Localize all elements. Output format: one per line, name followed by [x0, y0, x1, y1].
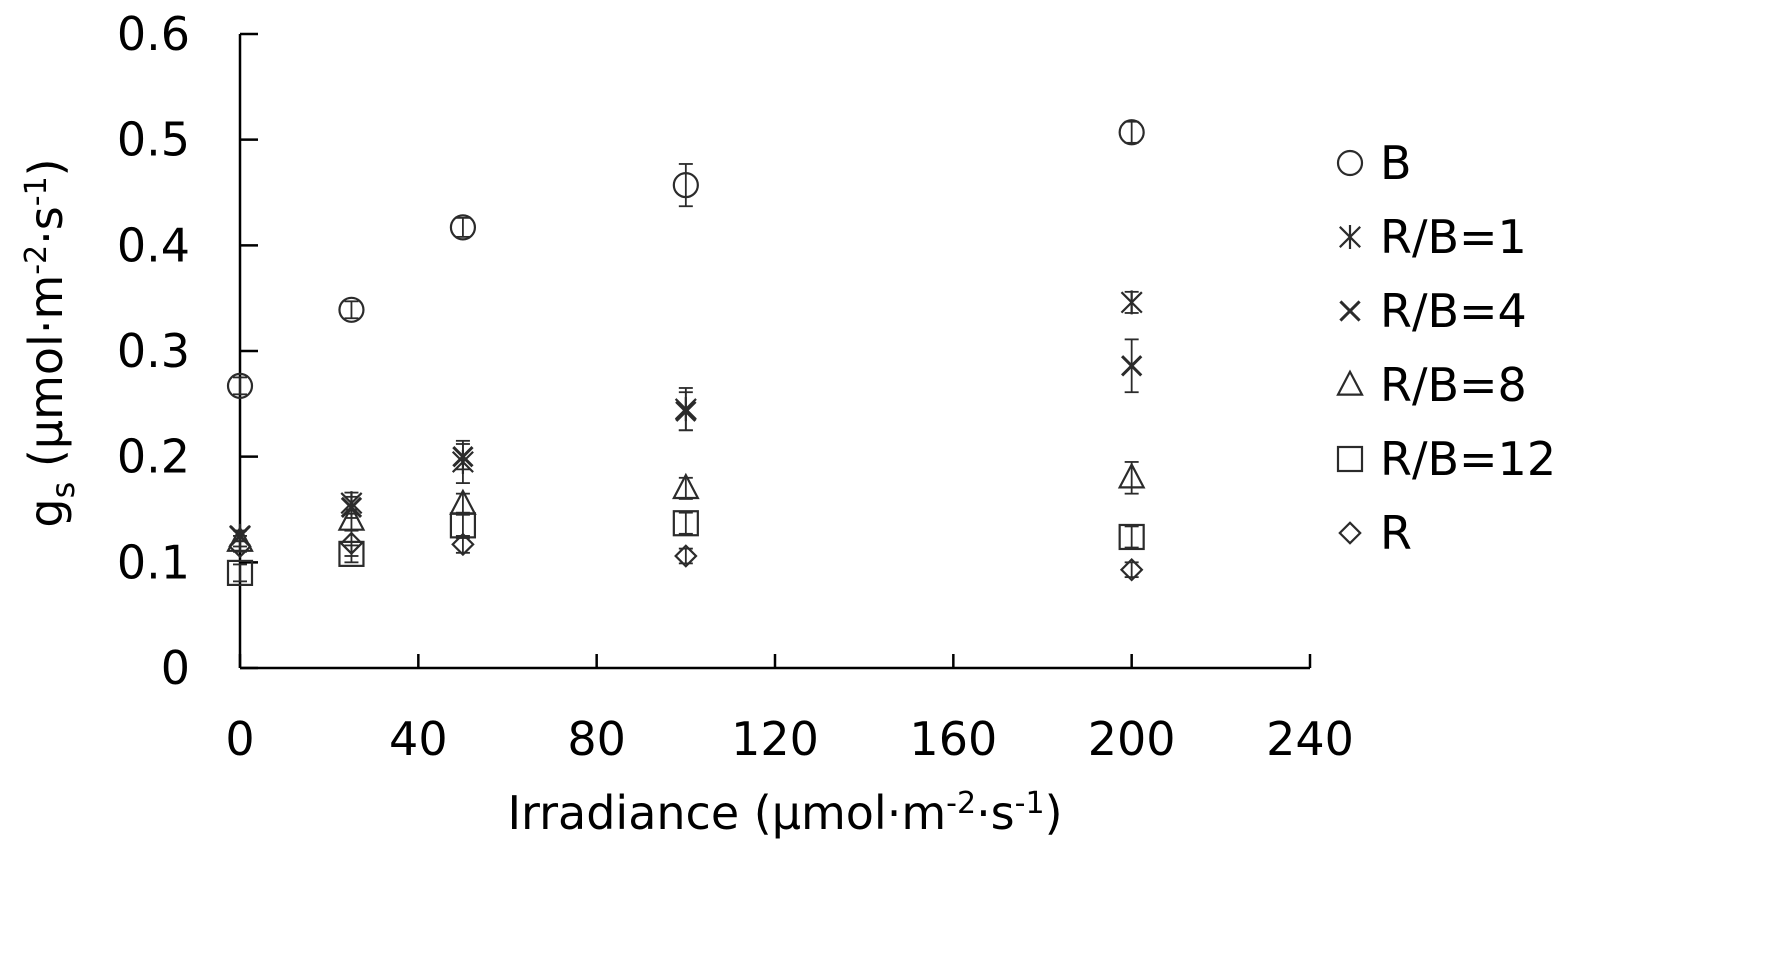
- data-point-r-b-12: [226, 559, 254, 587]
- data-point-b: [226, 372, 254, 399]
- x-axis-title-mid: ·s: [976, 786, 1015, 840]
- y-tick-label: 0.4: [117, 218, 190, 272]
- x-axis-title-sup1: -2: [946, 786, 976, 821]
- x-axis-title: Irradiance (µmol·m-2·s-1): [507, 786, 1062, 840]
- x-axis-title-prefix: Irradiance (µmol·m: [507, 786, 946, 840]
- data-point-b: [672, 163, 699, 208]
- data-point-b: [449, 214, 477, 241]
- legend-item-r-b-4: R/B=4: [1339, 284, 1527, 338]
- y-axis-title-main: g: [19, 498, 73, 527]
- data-point-r: [1119, 557, 1144, 582]
- x-tick-label: 0: [225, 712, 254, 766]
- data-point-r-b-4: [452, 443, 474, 471]
- legend-label: B: [1380, 136, 1412, 190]
- x-tick-label: 120: [731, 712, 819, 766]
- y-tick-label: 0.1: [117, 535, 190, 589]
- x-axis-title-sup2: -1: [1015, 786, 1045, 821]
- tick-labels: 0 0.1 0.2 0.3 0.4 0.5 0.6 0 40 80 120 160 200 240: [117, 7, 1354, 766]
- legend-label: R/B=8: [1380, 358, 1527, 412]
- y-tick-label: 0: [161, 641, 190, 695]
- x-tick-label: 160: [909, 712, 997, 766]
- y-axis-title-sup2: -1: [19, 176, 54, 206]
- data-point-r-b-4: [1121, 338, 1143, 394]
- data-point-r: [451, 532, 475, 557]
- data-point-b: [1118, 119, 1145, 146]
- legend-label: R/B=12: [1380, 432, 1556, 486]
- y-tick-label: 0.3: [117, 324, 190, 378]
- y-axis-title-mid: ·s: [19, 206, 73, 245]
- data-point-r-b-8: [449, 488, 477, 516]
- x-tick-label: 40: [389, 712, 448, 766]
- y-tick-label: 0.6: [117, 7, 190, 61]
- x-tick-label: 80: [567, 712, 626, 766]
- legend-marker: [1336, 149, 1364, 177]
- y-axis-title-sub: s: [44, 482, 82, 499]
- y-tick-label: 0.2: [117, 430, 190, 484]
- legend-marker: [1339, 300, 1361, 322]
- legend-item-r-b-1: R/B=1: [1339, 210, 1527, 264]
- legend-label: R: [1380, 506, 1412, 560]
- legend-marker: [1339, 225, 1361, 249]
- data-point-r-b-4: [675, 391, 697, 432]
- legend-item-r: R: [1338, 506, 1412, 560]
- data-point-r-b-12: [1118, 523, 1145, 551]
- x-axis-title-suffix: ): [1045, 786, 1063, 840]
- legend: B R/B=1 R/B=4 R/B=8 R/B=12 R: [1336, 136, 1556, 560]
- y-axis-title-sup1: -2: [19, 245, 54, 275]
- data-point-r-b-1: [1120, 290, 1143, 315]
- data-point-b: [338, 296, 365, 323]
- legend-marker: [1338, 521, 1362, 545]
- data-points: [226, 119, 1146, 587]
- axes: [238, 32, 1312, 670]
- y-axis-title-prefix: (µmol·m: [19, 275, 73, 482]
- x-tick-label: 240: [1266, 712, 1354, 766]
- y-axis-title: gs (µmol·m-2·s-1): [19, 158, 82, 527]
- legend-marker: [1336, 445, 1364, 473]
- data-point-r-b-8: [1117, 461, 1146, 495]
- legend-item-r-b-12: R/B=12: [1336, 432, 1556, 486]
- legend-item-r-b-8: R/B=8: [1336, 358, 1527, 412]
- legend-marker: [1336, 369, 1364, 396]
- y-axis-title-suffix: ): [19, 158, 73, 176]
- data-point-r-b-12: [672, 510, 699, 537]
- legend-label: R/B=1: [1380, 210, 1527, 264]
- y-tick-label: 0.5: [117, 113, 190, 167]
- legend-item-b: B: [1336, 136, 1412, 190]
- legend-label: R/B=4: [1380, 284, 1527, 338]
- data-point-r: [228, 534, 252, 559]
- data-point-r: [339, 529, 364, 557]
- data-point-r: [674, 544, 698, 568]
- data-point-r-b-8: [672, 472, 700, 500]
- x-tick-label: 200: [1088, 712, 1176, 766]
